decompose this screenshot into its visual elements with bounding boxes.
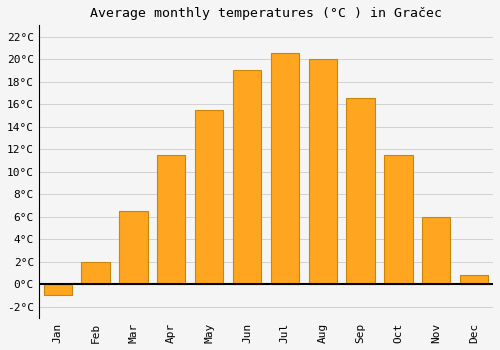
- Bar: [270, 54, 299, 284]
- Bar: [233, 70, 261, 284]
- Bar: [460, 275, 488, 284]
- Title: Average monthly temperatures (°C ) in Gračec: Average monthly temperatures (°C ) in Gr…: [90, 7, 442, 20]
- Bar: [384, 155, 412, 284]
- Bar: [82, 262, 110, 284]
- Bar: [422, 217, 450, 284]
- Bar: [44, 284, 72, 295]
- Bar: [308, 59, 337, 284]
- Bar: [195, 110, 224, 284]
- Bar: [346, 98, 375, 284]
- Bar: [119, 211, 148, 284]
- Bar: [157, 155, 186, 284]
